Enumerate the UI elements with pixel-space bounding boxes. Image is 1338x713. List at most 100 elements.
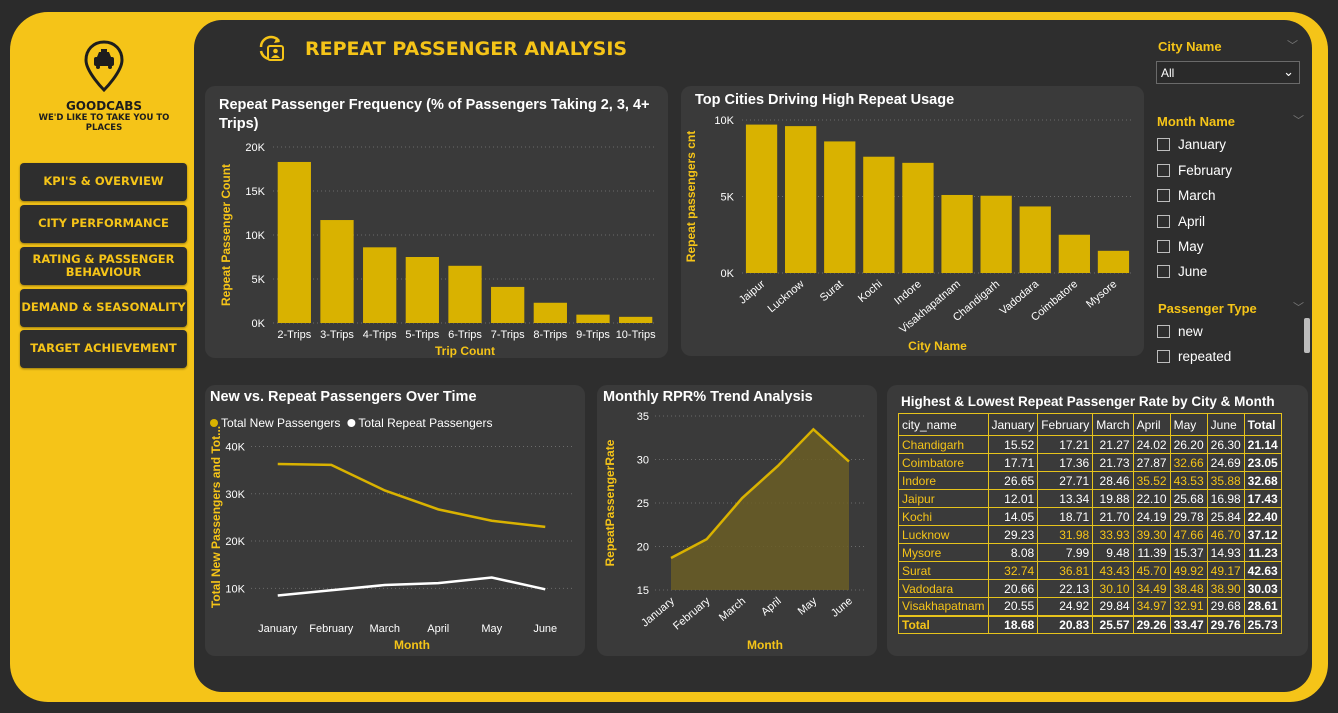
nav-button-rating-passenger-behaviour[interactable]: RATING & PASSENGER BEHAVIOUR [20,247,187,285]
month-option-february[interactable]: February [1157,163,1232,178]
monthly-rpr-chart-panel: Monthly RPR% Trend Analysis 15 20 25 30 35 Ja… [597,385,877,656]
table-cell: 29.78 [1169,507,1208,526]
month-option-march[interactable]: March [1157,188,1216,203]
chevron-down-icon[interactable]: ﹀ [1293,115,1304,127]
legend-marker [347,419,356,427]
table-cell: Jaipur [898,489,989,508]
table-cell: Mysore [898,543,989,562]
table-cell: 29.23 [987,525,1039,544]
checkbox[interactable] [1157,215,1170,228]
table-cell: 15.37 [1169,543,1208,562]
table-header-cell[interactable]: March [1092,413,1134,436]
table-cell: 47.66 [1169,525,1208,544]
table-cell: 29.84 [1092,597,1134,616]
table-cell: 22.13 [1037,579,1094,598]
legend-marker [210,419,218,427]
table-row: Mysore 8.08 7.99 9.48 11.39 15.37 14.93 11.23 [898,543,1282,562]
city-dropdown-value: All [1161,66,1175,80]
table-cell: Vadodara [898,579,989,598]
table-cell: 24.02 [1132,435,1171,454]
slicer-scrollbar[interactable] [1304,318,1310,353]
x-tick-label: March [717,595,748,624]
trip-frequency-chart-title: Repeat Passenger Frequency (% of Passeng… [219,97,650,132]
checkbox[interactable] [1157,164,1170,177]
table-header-cell[interactable]: June [1206,413,1245,436]
checkbox[interactable] [1157,350,1170,363]
city-dropdown[interactable]: All ⌄ [1156,61,1300,84]
legend-label: Total New Passengers [221,416,340,430]
month-option-april[interactable]: April [1157,214,1205,229]
checkbox[interactable] [1157,240,1170,253]
month-option-june[interactable]: June [1157,264,1207,279]
table-cell: 31.98 [1037,525,1094,544]
table-header-cell[interactable]: January [987,413,1039,436]
table-cell: 25.84 [1206,507,1245,526]
table-header-cell[interactable]: April [1132,413,1171,436]
rpr-table-title: Highest & Lowest Repeat Passenger Rate b… [901,394,1275,409]
chevron-down-icon[interactable]: ﹀ [1287,40,1298,52]
x-axis-title: City Name [908,339,967,353]
table-cell: 19.88 [1092,489,1134,508]
table-cell: 21.14 [1243,435,1282,454]
x-tick-label: June [533,623,557,635]
table-cell: 8.08 [987,543,1039,562]
trip-frequency-chart-panel: Repeat Passenger Frequency (% of Passeng… [205,86,668,358]
month-option-may[interactable]: May [1157,239,1204,254]
table-header-cell[interactable]: city_name [898,413,989,436]
page-title: REPEAT PASSENGER ANALYSIS [305,38,628,60]
y-tick-label: 15K [245,186,265,198]
x-tick-label: Mysore [1084,278,1119,310]
option-label: February [1178,163,1233,178]
series-line [277,462,546,529]
checkbox[interactable] [1157,189,1170,202]
table-cell: 22.40 [1243,507,1282,526]
table-cell: Lucknow [898,525,989,544]
x-tick-label: 6-Trips [448,329,482,341]
table-cell: 34.49 [1132,579,1171,598]
cab-pin-icon [84,40,124,93]
table-cell: 25.57 [1092,614,1134,634]
table-header-cell[interactable]: May [1169,413,1208,436]
table-row: Coimbatore 17.71 17.36 21.73 27.87 32.66 24.69… [898,453,1282,472]
x-tick-label: Surat [818,278,846,304]
bar [448,265,482,323]
table-cell: 34.97 [1132,597,1171,616]
table-cell: 21.73 [1092,453,1134,472]
table-cell: Chandigarh [898,435,989,454]
x-tick-label: Jaipur [737,278,768,307]
nav-button-kpis-overview[interactable]: KPI'S & OVERVIEW [20,163,187,201]
nav-button-target-achievement[interactable]: TARGET ACHIEVEMENT [20,330,187,368]
checkbox[interactable] [1157,325,1170,338]
table-header-cell[interactable]: Total [1243,413,1282,436]
month-slicer-title: Month Name [1157,114,1235,129]
table-row: Chandigarh 15.52 17.21 21.27 24.02 26.20 26.30… [898,435,1282,454]
month-option-january[interactable]: January [1157,137,1226,152]
checkbox[interactable] [1157,138,1170,151]
bar [902,162,934,273]
passenger-type-option-new[interactable]: new [1157,324,1203,339]
y-tick-label: 40K [225,441,245,453]
option-label: April [1178,214,1206,229]
checkbox[interactable] [1157,265,1170,278]
nav-button-city-performance[interactable]: CITY PERFORMANCE [20,205,187,243]
table-cell: 38.48 [1169,579,1208,598]
passenger-type-option-repeated[interactable]: repeated [1157,349,1231,364]
nav-button-demand-seasonality[interactable]: DEMAND & SEASONALITY [20,289,187,327]
chevron-down-icon[interactable]: ﹀ [1293,302,1304,314]
bar [533,302,567,323]
y-tick-label: 5K [252,274,266,286]
x-axis-title: Month [747,638,783,652]
monthly-rpr-chart-title: Monthly RPR% Trend Analysis [603,389,813,405]
trip-frequency-bar-chart: 0K 5K 10K 15K 20K 2-Trips 3-Trips 4-Trips 5-Trip… [219,142,657,358]
bar [1097,250,1130,273]
option-label: May [1178,239,1204,254]
y-tick-label: 10K [225,583,245,595]
table-cell: 20.66 [987,579,1039,598]
table-cell: Surat [898,561,989,580]
bar [320,220,354,323]
x-axis-title: Trip Count [435,344,495,358]
table-header-cell[interactable]: February [1037,413,1094,436]
bar [277,161,311,323]
new-vs-repeat-line-chart: 10K 20K 30K 40K January February March April May… [209,416,572,652]
